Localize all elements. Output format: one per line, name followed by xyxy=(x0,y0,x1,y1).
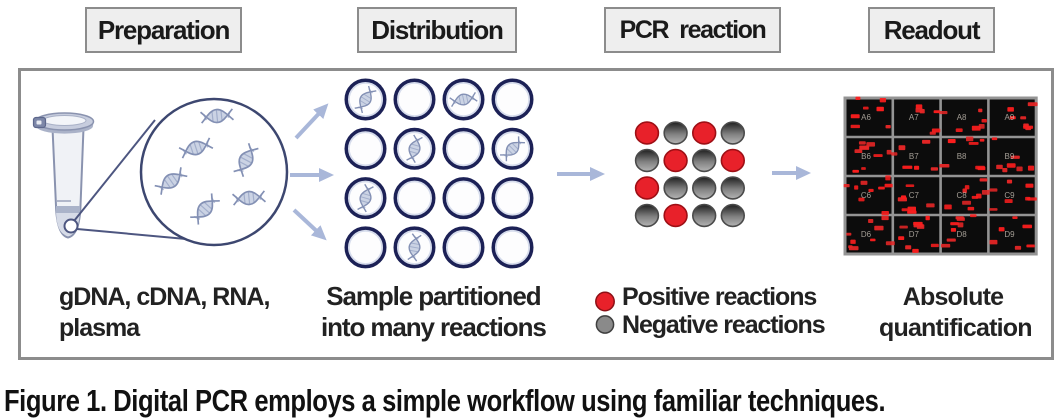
svg-text:B9: B9 xyxy=(1005,152,1015,161)
svg-text:C6: C6 xyxy=(861,191,872,200)
svg-text:A7: A7 xyxy=(909,113,919,122)
svg-text:D9: D9 xyxy=(1004,230,1015,239)
svg-text:B7: B7 xyxy=(909,152,919,161)
svg-text:A8: A8 xyxy=(957,113,967,122)
svg-text:C8: C8 xyxy=(957,191,968,200)
svg-text:D8: D8 xyxy=(957,230,968,239)
svg-text:B8: B8 xyxy=(957,152,967,161)
svg-text:C7: C7 xyxy=(909,191,920,200)
svg-text:C9: C9 xyxy=(1004,191,1015,200)
svg-text:B6: B6 xyxy=(861,152,871,161)
svg-text:D7: D7 xyxy=(909,230,920,239)
svg-text:A9: A9 xyxy=(1005,113,1015,122)
svg-text:A6: A6 xyxy=(861,113,871,122)
svg-text:D6: D6 xyxy=(861,230,872,239)
